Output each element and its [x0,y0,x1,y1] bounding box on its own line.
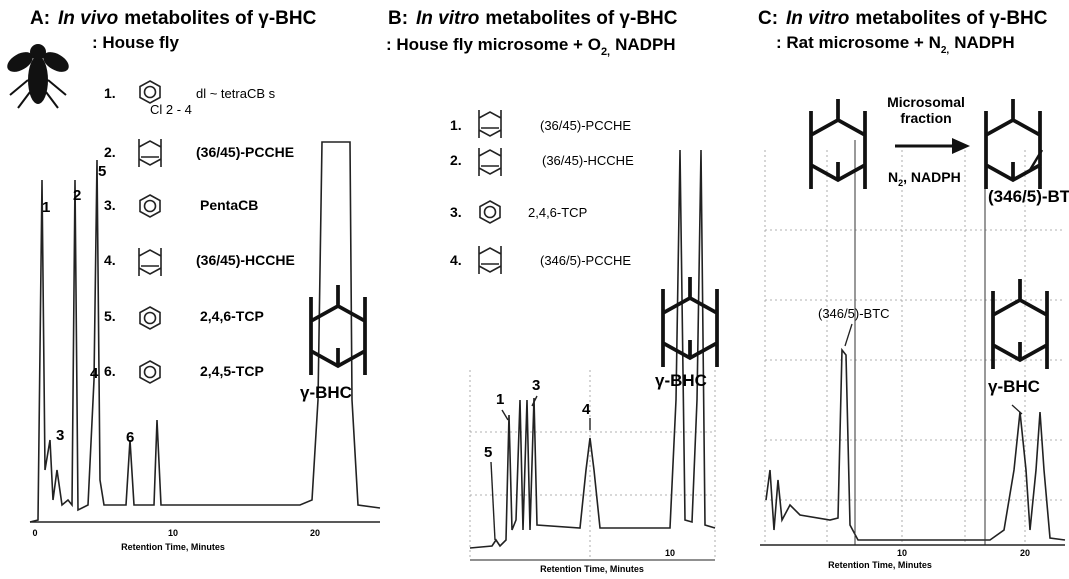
condition-end: , NADPH [903,169,961,185]
x-axis-label: Retention Time, Minutes [121,542,225,552]
compound-number: 6. [104,363,116,379]
x-tick-label: 0 [32,528,37,538]
peak-label: (346/5)-BTC [818,306,890,321]
x-axis-label: Retention Time, Minutes [540,564,644,574]
compound-number: 1. [450,117,462,133]
x-axis-label: Retention Time, Minutes [828,560,932,570]
peak-label: 3 [56,427,64,444]
compound-name: dl ~ tetraCB s [196,86,276,101]
peak-label: 5 [98,163,106,180]
title-italic: In vitro [786,8,849,29]
peak-label: 4 [90,365,99,382]
peak-label: 1 [42,199,50,216]
substituent: Cl 2 - 4 [150,102,192,117]
peak-label: 2 [73,187,81,204]
title-rest: metabolites of γ-BHC [124,8,316,29]
peak-label: 6 [126,429,134,446]
compound-number: 5. [104,308,116,324]
x-tick-label: 20 [1020,548,1030,558]
title-italic: In vitro [416,8,479,29]
panel-label: C: [758,8,778,29]
compound-name: (346/5)-PCCHE [540,253,631,268]
subtitle-text: : House fly microsome + O [386,35,601,54]
title-rest: metabolites of γ-BHC [485,8,677,29]
compound-name: 2,4,6-TCP [528,205,587,220]
x-tick-label: 10 [897,548,907,558]
x-tick-label: 10 [168,528,178,538]
arrow-label: Microsomal [887,94,965,110]
x-tick-label: 10 [665,548,675,558]
compound-number: 4. [450,252,462,268]
condition-text: N [888,169,898,185]
compound-name: 2,4,6-TCP [200,308,264,324]
compound-name: PentaCB [200,197,258,213]
subtitle-text: : Rat microsome + N [776,33,941,52]
panel-subtitle: : House fly [92,33,179,52]
compound-name: (36/45)-HCCHE [542,153,634,168]
compound-name: 2,4,5-TCP [200,363,264,379]
compound-number: 3. [450,204,462,220]
panel-title: In vitro metabolites of γ-BHC [786,8,1048,29]
subtitle-end: NADPH [615,35,675,54]
x-tick-label: 20 [310,528,320,538]
compound-number: 4. [104,252,116,268]
panel-title: In vivo metabolites of γ-BHC [58,8,317,29]
compound-name: (36/45)-PCCHE [540,118,631,133]
panel-label: B: [388,8,408,29]
arrow-label: fraction [900,110,951,126]
parent-label: γ-BHC [988,377,1040,396]
subtitle-subscript: 2, [601,46,610,58]
peak-label: 1 [496,391,504,408]
subtitle-subscript: 2, [941,45,950,56]
title-italic: In vivo [58,8,118,29]
figure: A: In vivo metabolites of γ-BHC : House f… [0,0,1069,579]
panel-title: In vitro metabolites of γ-BHC [416,8,678,29]
compound-number: 2. [104,144,116,160]
title-rest: metabolites of γ-BHC [855,8,1047,29]
compound-number: 3. [104,197,116,213]
compound-name: (36/45)-PCCHE [196,144,294,160]
peak-label: 3 [532,377,540,394]
parent-label: γ-BHC [655,371,707,390]
peak-label: 4 [582,401,591,418]
compound-name: (36/45)-HCCHE [196,252,295,268]
compound-number: 2. [450,152,462,168]
panel-label: A: [30,8,50,29]
compound-number: 1. [104,85,116,101]
parent-label: γ-BHC [300,383,352,402]
product-label: (346/5)-BTC [988,187,1069,206]
subtitle-end: NADPH [954,33,1014,52]
peak-label: 5 [484,444,492,461]
